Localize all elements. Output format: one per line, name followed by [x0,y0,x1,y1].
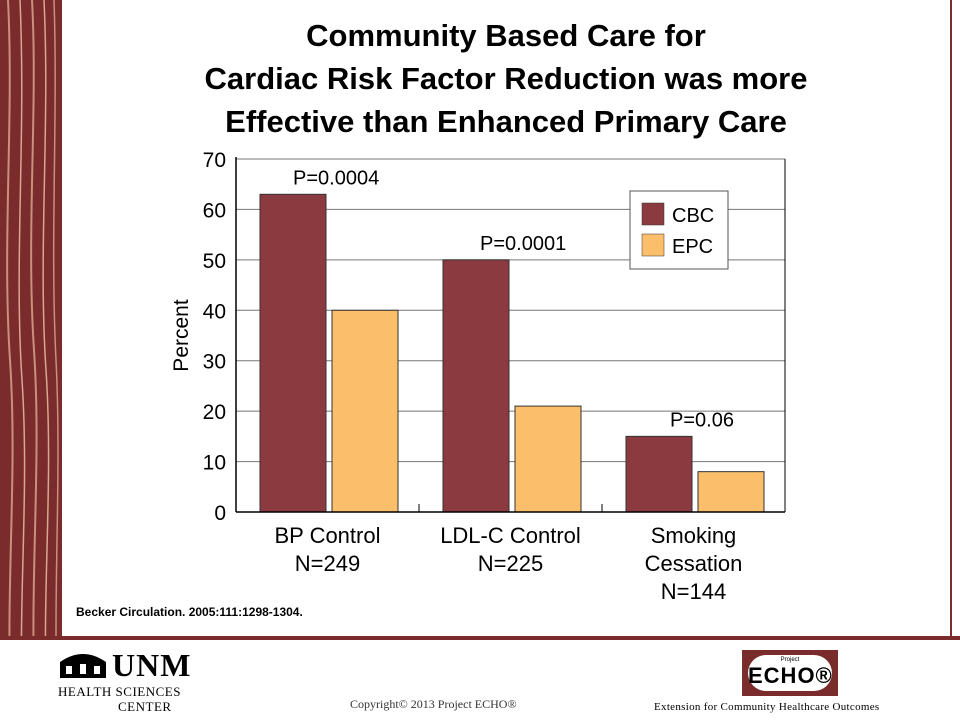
hsc-line1: HEALTH SCIENCES [58,684,181,699]
bar [697,471,765,513]
x-tick-label: N=225 [478,551,543,576]
p-value-annotation: P=0.0004 [293,167,379,189]
citation: Becker Circulation. 2005:111:1298-1304. [76,605,303,619]
y-tick-label: 40 [203,300,226,323]
bar [514,405,582,513]
x-tick-label: N=144 [661,579,726,604]
y-tick-label: 60 [203,199,226,222]
y-axis-label: Percent [170,299,193,372]
x-tick-label: LDL-C Control [440,523,581,548]
unm-building-logo-icon [60,654,106,678]
y-tick-label: 50 [203,250,226,273]
y-tick-label: 0 [214,502,226,525]
p-value-annotation: P=0.06 [670,409,734,431]
p-value-annotation: P=0.0001 [480,233,566,255]
hsc-line2: CENTER [118,699,172,714]
title-line: Effective than Enhanced Primary Care [225,104,787,139]
x-tick-label: BP Control [275,523,381,548]
legend-label: EPC [672,236,713,258]
echo-tagline: Extension for Community Healthcare Outco… [654,701,880,713]
decorative-sidebar [0,0,62,720]
bar [442,259,510,513]
legend-label: CBC [672,205,714,227]
bar [259,193,327,513]
legend-swatch [641,233,665,257]
bar-chart: 0 10 20 30 40 50 60 70 P=0.0004 BP Control N=249 P=… [170,149,786,604]
echo-project-label: Project [780,657,800,663]
wavy-lines-decoration [6,0,59,720]
legend-swatch [641,202,665,226]
right-border-line [950,0,952,640]
y-tick-label: 20 [203,401,226,424]
y-tick-label: 70 [203,149,226,172]
title-line: Community Based Care for [306,18,706,53]
y-tick-label: 30 [203,351,226,374]
bar [625,435,693,513]
x-tick-label: N=249 [295,551,360,576]
unm-wordmark: UNM [112,647,192,683]
title-line: Cardiac Risk Factor Reduction was more [204,61,808,96]
bar [331,309,399,513]
echo-logo: Project ECHO® [742,650,838,696]
slide-title: Community Based Care for Cardiac Risk Fa… [62,14,950,143]
copyright-text: Copyright© 2013 Project ECHO® [350,697,517,711]
x-tick-label: Cessation [645,551,743,576]
x-tick-label: Smoking [651,523,737,548]
y-tick-label: 10 [203,452,226,475]
echo-wordmark: ECHO® [748,663,833,688]
footer-divider [0,636,960,640]
